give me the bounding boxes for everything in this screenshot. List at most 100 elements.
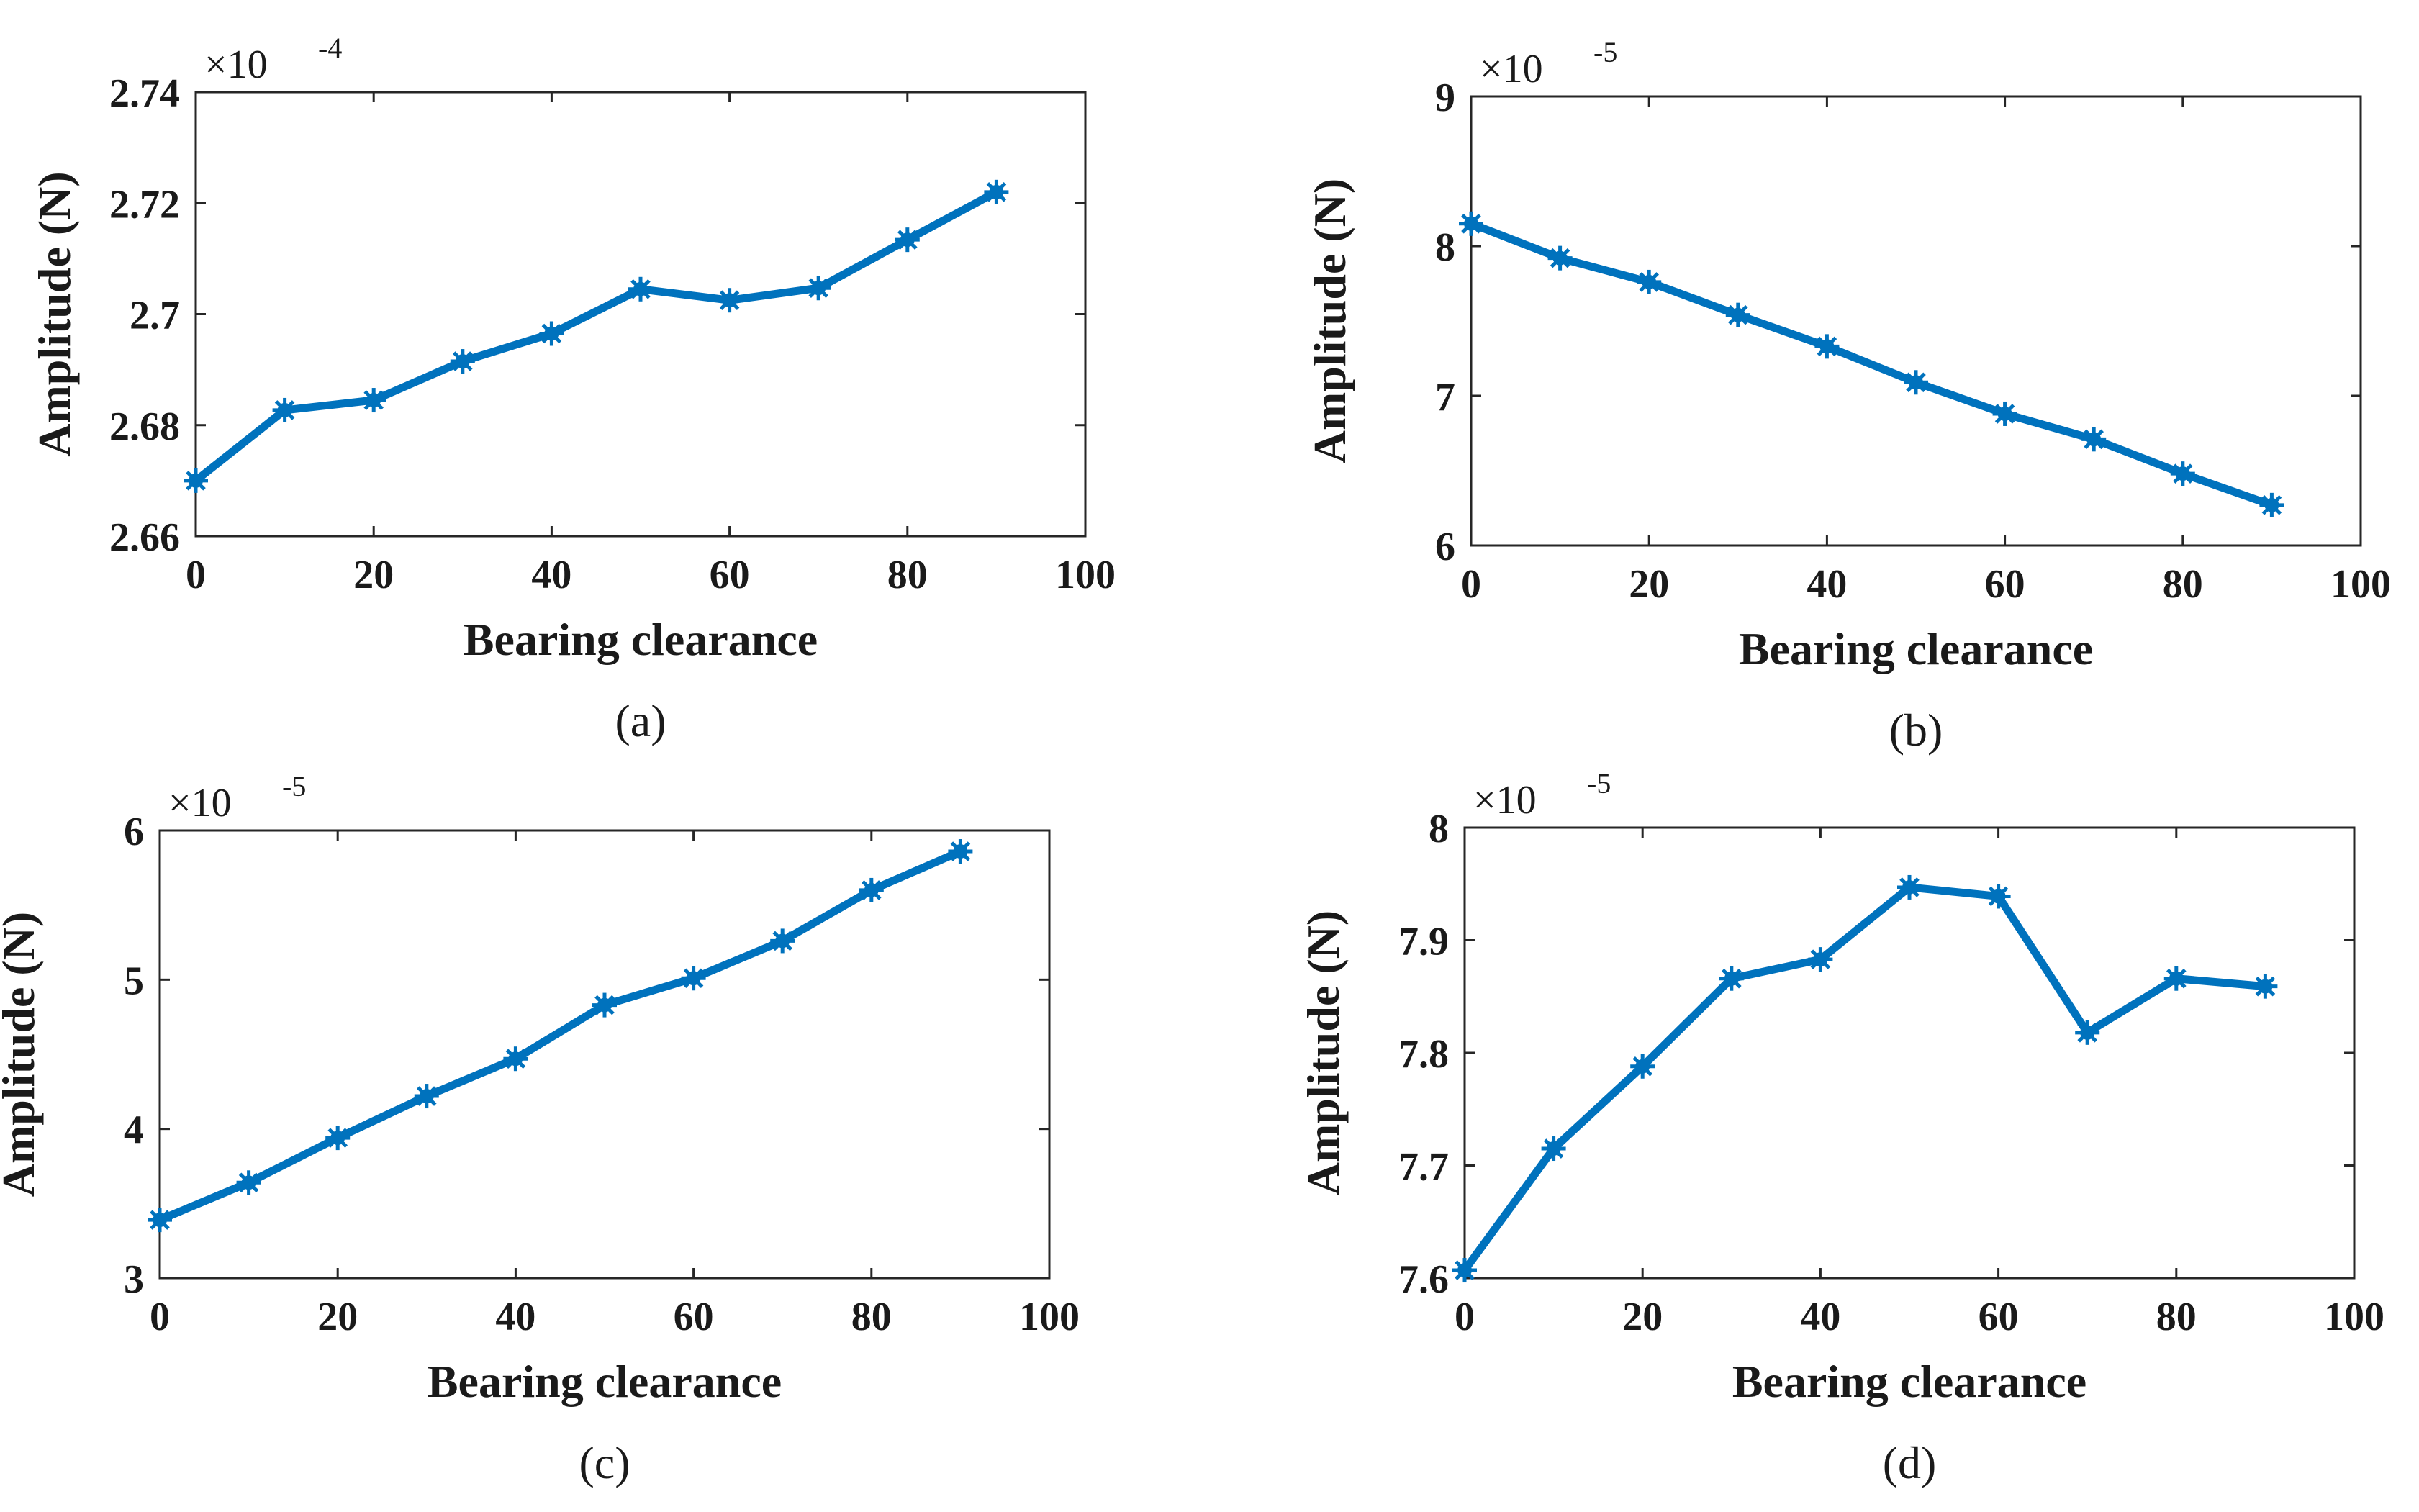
chart-panel-b: 0 20 40 60 80 100 6 7 8 9 Bearing clearance Amplitu…: [1304, 36, 2391, 756]
y-tick-label: 6: [124, 810, 144, 854]
y-tick-label: 7.8: [1398, 1032, 1449, 1077]
series-line: [1460, 883, 2269, 1275]
data-point-marker: [2170, 461, 2195, 486]
x-tick-label: 40: [531, 553, 571, 597]
data-point-marker: [1630, 1054, 1655, 1079]
axis-multiplier: ×10: [168, 781, 232, 825]
y-tick-label: 3: [124, 1257, 144, 1302]
plot-area-frame: [194, 91, 1087, 538]
axis-multiplier-exponent: -5: [1587, 767, 1611, 800]
data-point-marker: [2163, 966, 2189, 991]
data-point-marker: [1808, 947, 1833, 972]
x-tick-label: 40: [495, 1295, 535, 1339]
y-tick-label: 2.68: [109, 404, 180, 449]
x-tick-label: 20: [1622, 1295, 1663, 1339]
data-point-marker: [148, 1208, 172, 1233]
panel-caption: (c): [579, 1437, 630, 1488]
data-point-marker: [414, 1084, 439, 1109]
y-tick-label: 2.72: [109, 182, 180, 227]
axis-multiplier-exponent: -5: [1593, 36, 1617, 68]
data-point-marker: [272, 397, 297, 422]
x-tick-label: 60: [1985, 562, 2025, 607]
x-axis-label: Bearing clearance: [1732, 1356, 2086, 1407]
data-point-marker: [1814, 334, 1840, 359]
panel-caption: (a): [615, 695, 666, 746]
data-point-marker: [1541, 1136, 1566, 1162]
x-tick-label: 0: [1455, 1295, 1475, 1339]
x-axis-label: Bearing clearance: [1739, 623, 2093, 674]
x-tick-label: 100: [1019, 1295, 1080, 1339]
data-point-marker: [1986, 884, 2011, 909]
data-point-marker: [1725, 302, 1750, 327]
chart-panel-a: 0 20 40 60 80 100 2.66 2.68 2.7 2.72 2.74 Bearing c…: [29, 32, 1116, 746]
data-point-marker: [1904, 370, 1928, 395]
plot-area-frame: [1470, 95, 2362, 547]
x-tick-label: 20: [353, 553, 394, 597]
y-tick-label: 7: [1435, 375, 1455, 420]
data-point-marker: [948, 839, 973, 864]
data-point-marker: [503, 1046, 528, 1072]
data-point-marker: [592, 992, 617, 1018]
axis-multiplier-exponent: -4: [318, 32, 342, 64]
y-tick-label: 8: [1429, 807, 1449, 851]
data-point-marker: [1452, 1258, 1477, 1283]
y-tick-label: 7.6: [1398, 1257, 1449, 1302]
series-line: [155, 847, 964, 1224]
series-line: [191, 188, 1000, 485]
data-point-marker: [770, 928, 795, 954]
x-tick-label: 80: [2156, 1295, 2197, 1339]
data-point-marker: [236, 1170, 261, 1195]
data-point-marker: [325, 1126, 351, 1151]
data-point-marker: [681, 966, 706, 991]
chart-panel-d: 0 20 40 60 80 100 7.6 7.7 7.8 7.9 8 Bearing clearan…: [1298, 767, 2384, 1488]
data-point-marker: [628, 276, 653, 302]
plot-area-frame: [158, 829, 1051, 1280]
x-tick-label: 60: [1979, 1295, 2019, 1339]
y-axis-label: Amplitude (N): [0, 912, 44, 1197]
y-tick-label: 6: [1435, 525, 1455, 569]
data-point-marker: [539, 321, 564, 346]
data-point-marker: [984, 179, 1009, 204]
x-tick-label: 0: [150, 1295, 170, 1339]
data-point-marker: [717, 288, 742, 313]
data-point-marker: [806, 276, 831, 301]
y-axis-label: Amplitude (N): [1304, 178, 1355, 463]
axis-multiplier-exponent: -5: [282, 770, 306, 802]
data-point-marker: [1992, 401, 2017, 426]
y-tick-label: 2.74: [109, 71, 180, 116]
x-tick-label: 80: [851, 1295, 892, 1339]
data-point-marker: [1897, 874, 1922, 900]
x-tick-label: 100: [1055, 553, 1116, 597]
y-tick-label: 7.7: [1398, 1145, 1449, 1190]
x-tick-label: 20: [317, 1295, 358, 1339]
data-point-marker: [361, 388, 386, 413]
x-tick-label: 20: [1629, 562, 1669, 607]
x-tick-label: 40: [1800, 1295, 1840, 1339]
y-tick-label: 5: [124, 959, 144, 1003]
y-axis-label: Amplitude (N): [29, 171, 80, 456]
axis-multiplier: ×10: [204, 42, 268, 87]
x-tick-label: 0: [186, 553, 206, 597]
y-tick-label: 2.7: [130, 294, 180, 338]
x-tick-label: 100: [2330, 562, 2391, 607]
data-point-marker: [2081, 427, 2107, 452]
y-tick-label: 8: [1435, 225, 1455, 270]
data-point-marker: [1637, 269, 1662, 294]
y-axis-label: Amplitude (N): [1298, 910, 1349, 1195]
x-tick-label: 0: [1461, 562, 1481, 607]
x-tick-label: 80: [887, 553, 928, 597]
data-point-marker: [2253, 974, 2278, 999]
data-point-marker: [895, 227, 920, 253]
x-tick-label: 100: [2324, 1295, 2384, 1339]
data-point-marker: [450, 349, 475, 374]
data-point-marker: [1719, 966, 1744, 991]
x-tick-label: 40: [1807, 562, 1847, 607]
series-line: [1467, 219, 2276, 510]
panel-caption: (d): [1883, 1437, 1937, 1488]
data-point-marker: [2259, 492, 2284, 517]
x-axis-label: Bearing clearance: [464, 614, 818, 665]
y-tick-label: 2.66: [109, 515, 180, 560]
y-tick-label: 4: [124, 1108, 144, 1153]
y-tick-label: 9: [1435, 76, 1455, 120]
